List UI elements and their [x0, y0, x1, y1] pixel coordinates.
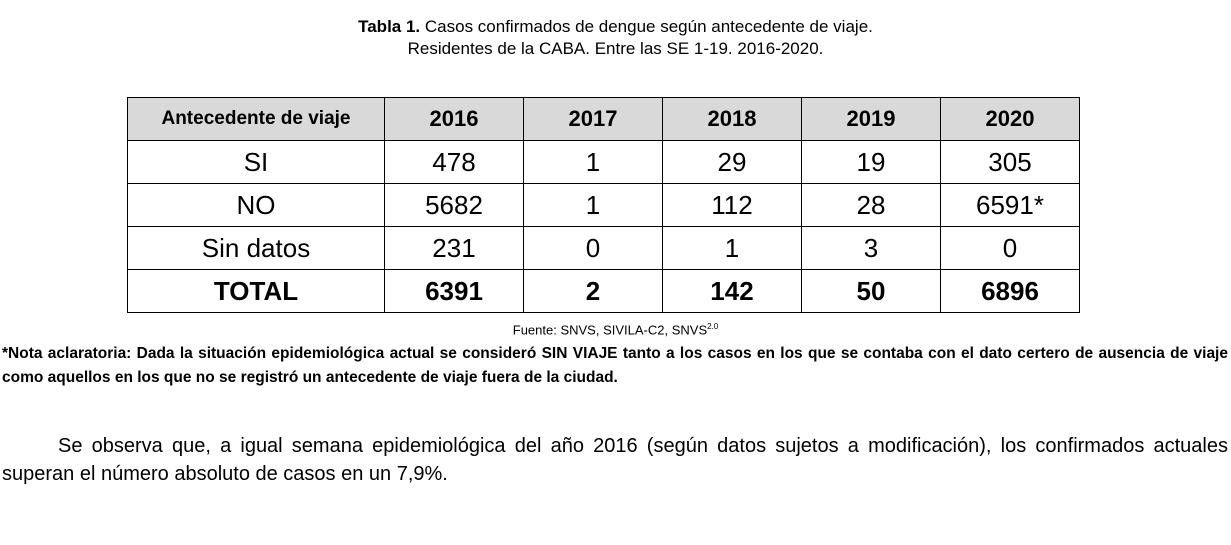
header-cell: 2018 [662, 97, 802, 141]
header-cell: 2017 [523, 97, 663, 141]
row-label-cell: SI [127, 140, 385, 184]
row-label-cell: NO [127, 183, 385, 227]
table-cell: 3 [801, 226, 941, 270]
table-source: Fuente: SNVS, SIVILA-C2, SNVS2.0 [0, 319, 1231, 338]
table-cell: 28 [801, 183, 941, 227]
row-label-cell: TOTAL [127, 269, 385, 313]
body-paragraph: Se observa que, a igual semana epidemiol… [2, 435, 1228, 485]
caption-line-1: Tabla 1. Casos confirmados de dengue seg… [0, 16, 1231, 38]
table-cell: 6391 [384, 269, 524, 313]
table-cell: 142 [662, 269, 802, 313]
table-header-row: Antecedente de viaje 2016 2017 2018 2019… [127, 97, 1080, 141]
table-cell: 0 [940, 226, 1080, 270]
table-cell: 1 [662, 226, 802, 270]
table-cell: 50 [801, 269, 941, 313]
table-row: NO 5682 1 112 28 6591* [127, 183, 1080, 227]
table-cell: 112 [662, 183, 802, 227]
table-cell: 2 [523, 269, 663, 313]
header-cell: 2019 [801, 97, 941, 141]
table-cell: 1 [523, 140, 663, 184]
table-cell: 29 [662, 140, 802, 184]
source-text: Fuente: SNVS, SIVILA-C2, SNVS [512, 322, 708, 338]
dengue-cases-table: Antecedente de viaje 2016 2017 2018 2019… [127, 97, 1080, 313]
table-cell: 305 [940, 140, 1080, 184]
table-cell: 5682 [384, 183, 524, 227]
table-cell: 231 [384, 226, 524, 270]
caption-label: Tabla 1. [358, 17, 421, 36]
table-row: SI 478 1 29 19 305 [127, 140, 1080, 184]
table-cell: 6591* [940, 183, 1080, 227]
table-caption: Tabla 1. Casos confirmados de dengue seg… [0, 16, 1231, 60]
table-cell: 478 [384, 140, 524, 184]
row-label-cell: Sin datos [127, 226, 385, 270]
table-cell: 0 [523, 226, 663, 270]
table-cell: 19 [801, 140, 941, 184]
clarifying-note: *Nota aclaratoria: Dada la situación epi… [2, 345, 1228, 386]
table-row: Sin datos 231 0 1 3 0 [127, 226, 1080, 270]
table-cell: 1 [523, 183, 663, 227]
header-cell: 2016 [384, 97, 524, 141]
table-total-row: TOTAL 6391 2 142 50 6896 [127, 269, 1080, 313]
caption-line-2: Residentes de la CABA. Entre las SE 1-19… [407, 39, 824, 58]
table-cell: 6896 [940, 269, 1080, 313]
header-cell: Antecedente de viaje [127, 97, 385, 141]
caption-title: Casos confirmados de dengue según antece… [424, 17, 873, 36]
header-cell: 2020 [940, 97, 1080, 141]
source-superscript: 2.0 [707, 322, 719, 331]
